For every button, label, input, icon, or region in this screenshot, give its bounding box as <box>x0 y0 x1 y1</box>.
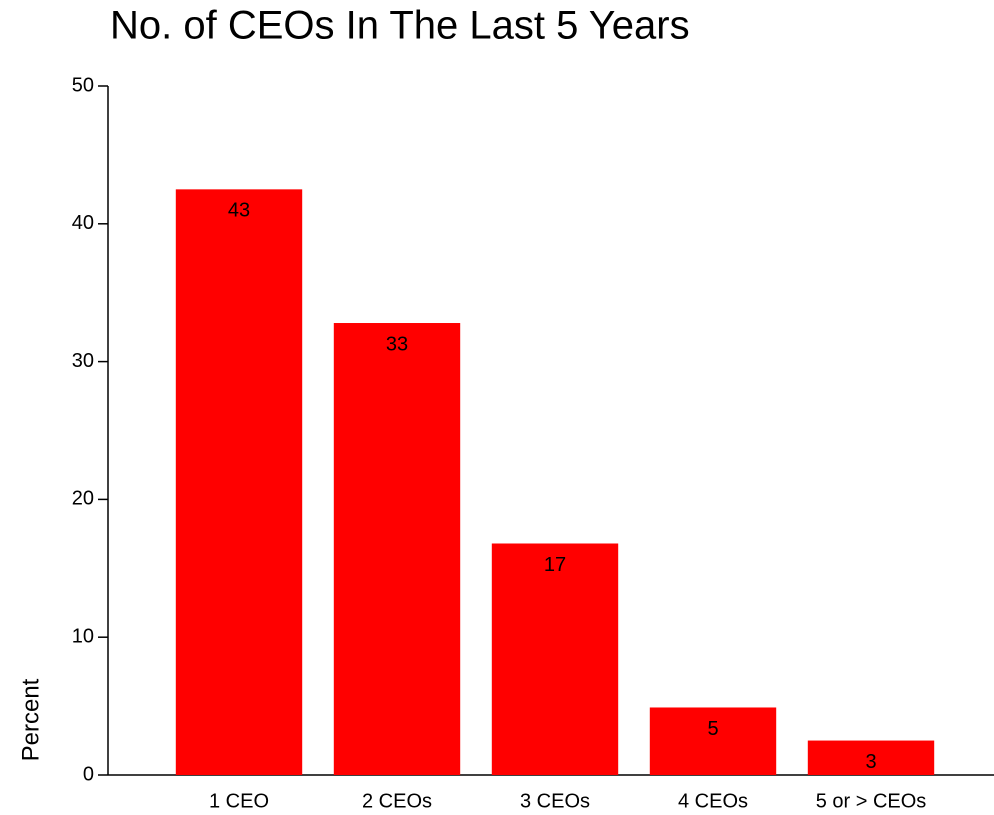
x-tick-label: 5 or > CEOs <box>816 790 927 812</box>
bar <box>649 707 777 775</box>
data-label: 5 <box>707 718 718 740</box>
bar <box>807 740 935 775</box>
chart-title: No. of CEOs In The Last 5 Years <box>110 4 690 48</box>
x-tick-label: 1 CEO <box>209 790 269 812</box>
y-tick-label: 40 <box>72 212 94 234</box>
x-tick-label: 4 CEOs <box>678 790 748 812</box>
y-tick-label: 30 <box>72 350 94 372</box>
bar <box>491 543 619 775</box>
bar <box>333 323 461 775</box>
y-axis-label: Percent <box>17 678 44 761</box>
y-tick-label: 50 <box>72 74 94 96</box>
y-tick-label: 0 <box>83 763 94 785</box>
data-label: 3 <box>865 751 876 773</box>
x-tick-label: 2 CEOs <box>362 790 432 812</box>
x-tick-label: 3 CEOs <box>520 790 590 812</box>
bar <box>175 189 303 776</box>
y-tick-label: 10 <box>72 625 94 647</box>
data-label: 43 <box>228 200 250 222</box>
y-tick-label: 20 <box>72 488 94 510</box>
data-label: 33 <box>386 333 408 355</box>
data-label: 17 <box>544 554 566 576</box>
